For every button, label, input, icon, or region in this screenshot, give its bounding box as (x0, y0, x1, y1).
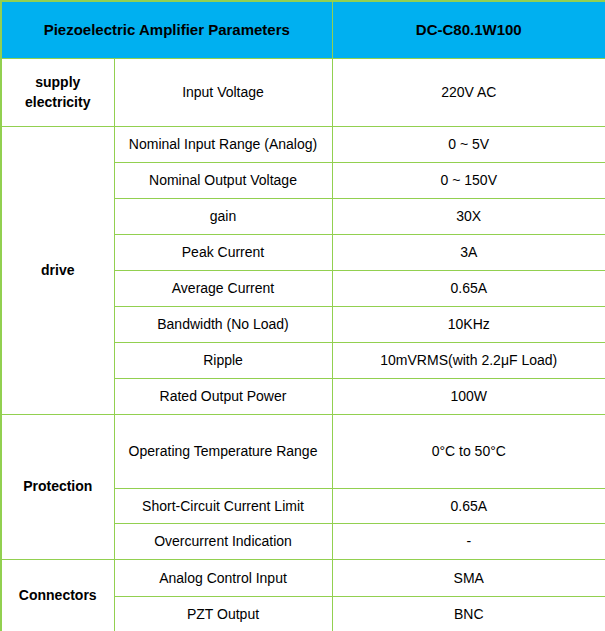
table-row: supply electricity Input Voltage 220V AC (1, 58, 605, 126)
param-value: 3A (332, 234, 605, 270)
param-value: 0.65A (332, 488, 605, 523)
param-name: Bandwidth (No Load) (114, 306, 332, 342)
model-number: DC-C80.1W100 (332, 1, 605, 58)
group-label-protection: Protection (1, 414, 114, 559)
table-header-row: Piezoelectric Amplifier Parameters DC-C8… (1, 1, 605, 58)
param-value: 10mVRMS(with 2.2μF Load) (332, 342, 605, 378)
param-value: SMA (332, 559, 605, 596)
table-title: Piezoelectric Amplifier Parameters (1, 1, 332, 58)
group-label-connectors: Connectors (1, 559, 114, 631)
amplifier-parameters-table: Piezoelectric Amplifier Parameters DC-C8… (0, 0, 605, 631)
param-value: 30X (332, 198, 605, 234)
param-name: gain (114, 198, 332, 234)
param-name: Short-Circuit Current Limit (114, 488, 332, 523)
param-value: 0°C to 50°C (332, 414, 605, 488)
table-row: drive Nominal Input Range (Analog) 0 ~ 5… (1, 126, 605, 162)
param-value: 10KHz (332, 306, 605, 342)
param-value: 0 ~ 5V (332, 126, 605, 162)
param-value: 220V AC (332, 58, 605, 126)
param-name: Analog Control Input (114, 559, 332, 596)
param-name: Operating Temperature Range (114, 414, 332, 488)
table-row: Connectors Analog Control Input SMA (1, 559, 605, 596)
param-name: Input Voltage (114, 58, 332, 126)
param-value: - (332, 523, 605, 559)
param-name: Average Current (114, 270, 332, 306)
group-label-drive: drive (1, 126, 114, 414)
param-name: Nominal Output Voltage (114, 162, 332, 198)
param-name: Peak Current (114, 234, 332, 270)
param-value: BNC (332, 596, 605, 631)
param-value: 0.65A (332, 270, 605, 306)
param-name: Overcurrent Indication (114, 523, 332, 559)
param-name: Ripple (114, 342, 332, 378)
param-value: 0 ~ 150V (332, 162, 605, 198)
param-value: 100W (332, 378, 605, 414)
param-name: PZT Output (114, 596, 332, 631)
group-label-supply-electricity: supply electricity (1, 58, 114, 126)
param-name: Nominal Input Range (Analog) (114, 126, 332, 162)
param-name: Rated Output Power (114, 378, 332, 414)
table-row: Protection Operating Temperature Range 0… (1, 414, 605, 488)
spec-sheet-page: Piezoelectric Amplifier Parameters DC-C8… (0, 0, 605, 631)
